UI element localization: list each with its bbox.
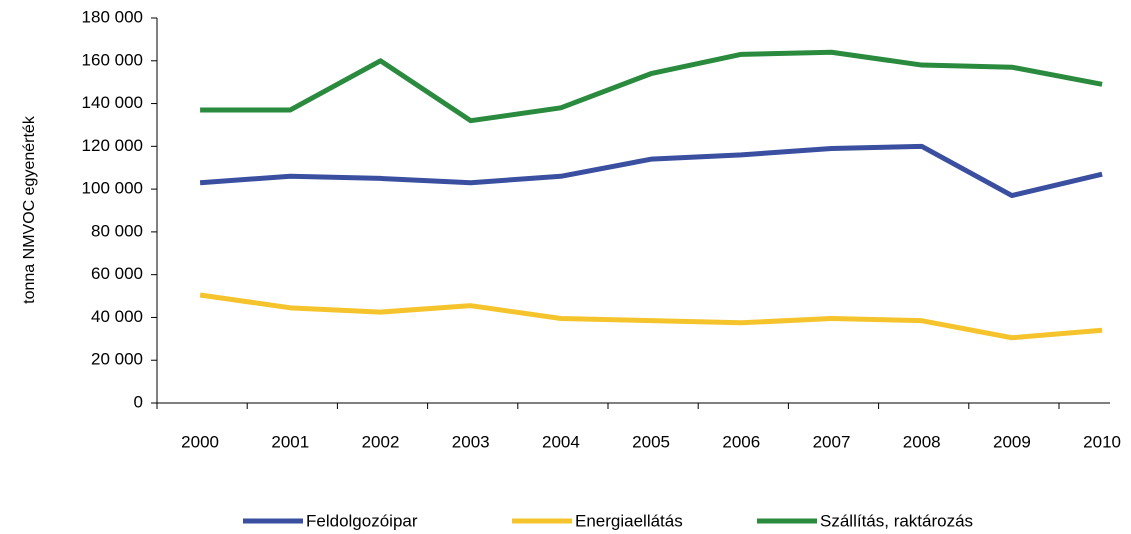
series-line [199,143,1103,199]
y-tick-label: 0 [134,392,143,411]
y-tick-label: 120 000 [82,136,143,155]
x-tick-label: 2008 [903,432,941,451]
y-tick-label: 80 000 [91,221,143,240]
x-tick-label: 2006 [722,432,760,451]
x-tick-label: 2009 [993,432,1031,451]
y-tick-label: 180 000 [82,7,143,26]
x-tick-label: 2005 [632,432,670,451]
y-tick-label: 140 000 [82,93,143,112]
y-tick-label: 40 000 [91,307,143,326]
y-tick-label: 60 000 [91,264,143,283]
x-tick-label: 2000 [181,432,219,451]
y-axis-label: tonna NMVOC egyenérték [21,115,38,304]
x-tick-label: 2010 [1083,432,1121,451]
series-line [200,49,1103,124]
x-tick-label: 2007 [813,432,851,451]
legend-label: Energiaellátás [575,511,683,530]
legend-label: Szállítás, raktározás [820,511,973,530]
x-tick-label: 2003 [452,432,490,451]
legend-label: Feldolgozóipar [306,511,418,530]
x-tick-label: 2002 [362,432,400,451]
x-tick-label: 2001 [271,432,309,451]
y-tick-label: 20 000 [91,350,143,369]
y-tick-label: 100 000 [82,179,143,198]
y-tick-label: 160 000 [82,50,143,69]
series-line [199,292,1103,341]
x-tick-label: 2004 [542,432,580,451]
